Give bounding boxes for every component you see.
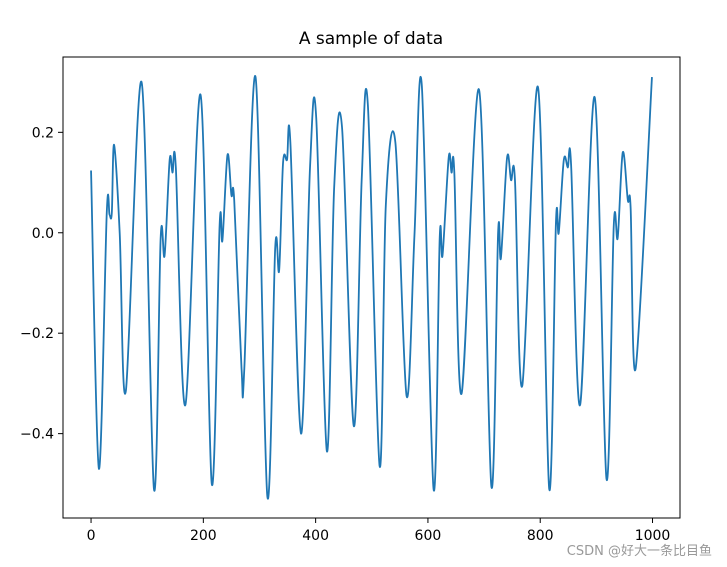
- y-tick-label: 0.0: [32, 226, 54, 242]
- x-tick-label: 0: [87, 528, 96, 544]
- x-tick-label: 800: [527, 528, 554, 544]
- y-tick-label: −0.4: [20, 427, 54, 443]
- axes-frame: [62, 56, 681, 519]
- watermark: CSDN @好大一条比目鱼: [567, 543, 712, 559]
- x-tick-label: 600: [415, 528, 442, 544]
- x-tick-label: 200: [190, 528, 217, 544]
- x-tick-label: 400: [302, 528, 329, 544]
- x-tick-label: 1000: [635, 528, 671, 544]
- line-series: [90, 75, 653, 500]
- chart-title: A sample of data: [299, 29, 443, 49]
- y-tick-label: 0.2: [32, 125, 54, 141]
- y-tick-label: −0.2: [20, 326, 54, 342]
